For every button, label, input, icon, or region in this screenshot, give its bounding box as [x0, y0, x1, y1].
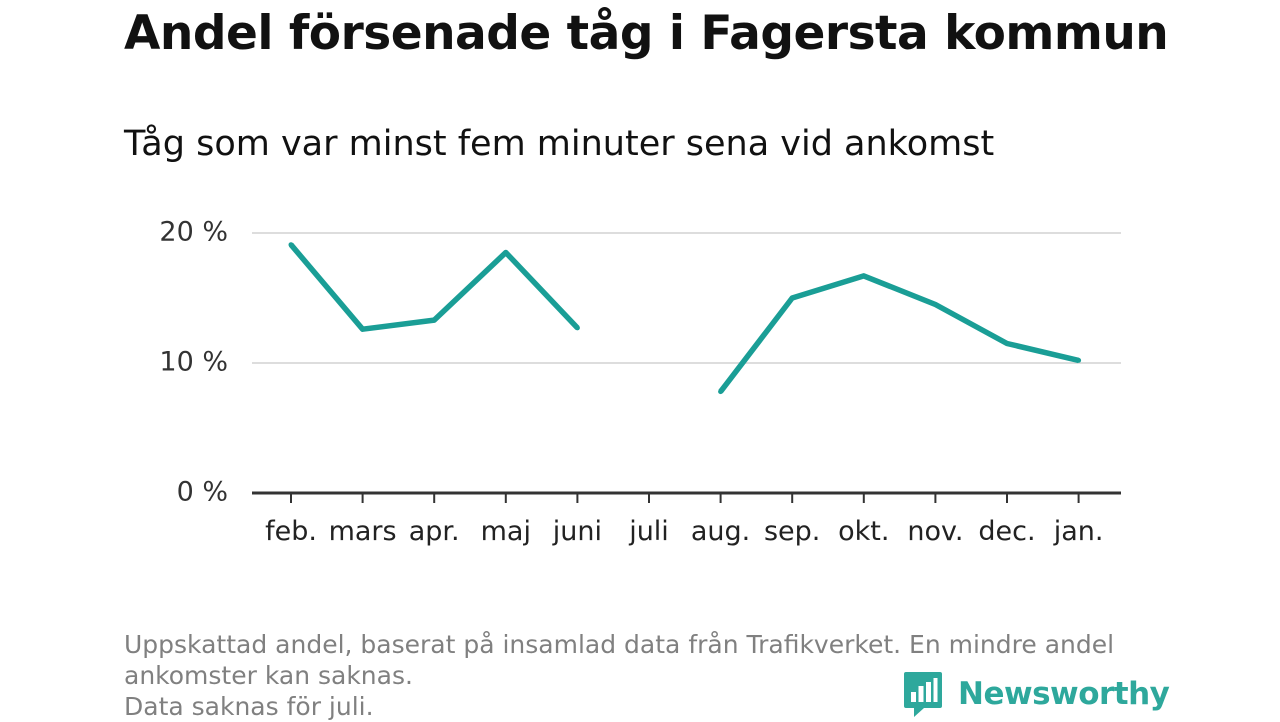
data-point	[861, 273, 867, 279]
x-tick-label: maj	[481, 516, 531, 547]
data-point	[360, 326, 366, 332]
x-tick-label: jan.	[1053, 516, 1104, 547]
x-tick-label: aug.	[691, 516, 750, 547]
chart-subtitle: Tåg som var minst fem minuter sena vid a…	[124, 124, 995, 164]
x-tick-label: juli	[628, 516, 669, 547]
footnote-line-1: Uppskattad andel, baserat på insamlad da…	[124, 630, 1115, 659]
x-tick-label: apr.	[409, 516, 460, 547]
y-tick-label: 0 %	[177, 477, 228, 508]
series-line	[718, 273, 1080, 394]
data-point	[574, 325, 580, 331]
x-tick-label: juni	[552, 516, 602, 547]
footnote-line-3: Data saknas för juli.	[124, 692, 374, 721]
x-tick-label: feb.	[265, 516, 317, 547]
data-point	[789, 295, 795, 301]
newsworthy-logo-icon	[904, 672, 942, 717]
x-tick-label: dec.	[978, 516, 1035, 547]
data-point	[1076, 357, 1082, 363]
x-tick-label: nov.	[907, 516, 963, 547]
y-tick-label: 20 %	[159, 217, 228, 248]
footnote: Uppskattad andel, baserat på insamlad da…	[124, 629, 1164, 722]
newsworthy-logo-text: Newsworthy	[958, 676, 1170, 712]
x-tick-label: okt.	[838, 516, 889, 547]
data-point	[288, 242, 294, 248]
data-point	[1004, 341, 1010, 346]
data-point	[718, 389, 724, 395]
chart-title: Andel försenade tåg i Fagersta kommun	[124, 6, 1169, 61]
data-point	[503, 250, 509, 255]
newsworthy-logo: Newsworthy	[902, 670, 1170, 718]
line-chart: 0 % 10 % 20 % feb. mars apr. maj juni juli aug. se…	[159, 217, 1121, 547]
footnote-line-2: ankomster kan saknas.	[124, 661, 413, 690]
series-line	[288, 242, 580, 332]
y-tick-label: 10 %	[159, 347, 228, 378]
x-tick-label: sep.	[764, 516, 820, 547]
x-tick-label: mars	[329, 516, 397, 547]
data-point	[932, 302, 938, 307]
data-point	[431, 317, 437, 323]
